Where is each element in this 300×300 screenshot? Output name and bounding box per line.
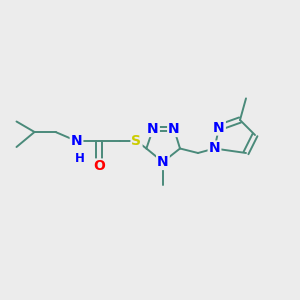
Text: S: S — [131, 134, 142, 148]
Text: N: N — [209, 142, 220, 155]
Text: O: O — [93, 160, 105, 173]
Text: H: H — [75, 152, 85, 165]
Text: N: N — [71, 134, 82, 148]
Text: N: N — [147, 122, 159, 136]
Text: N: N — [213, 121, 225, 134]
Text: N: N — [168, 122, 180, 136]
Text: N: N — [157, 155, 169, 169]
